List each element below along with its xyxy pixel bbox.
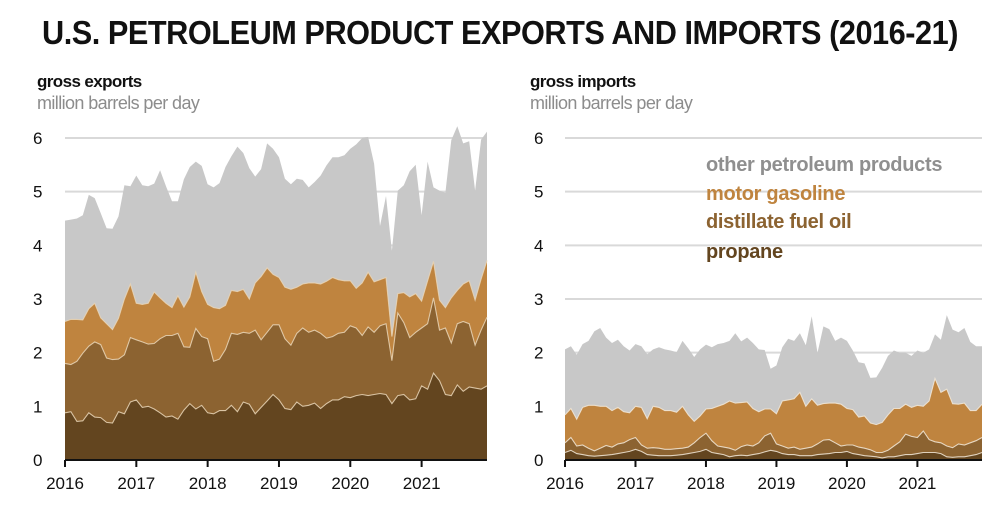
imports-y-tick-label: 0 — [534, 451, 543, 470]
exports-y-tick-label: 4 — [33, 236, 42, 255]
imports-line-gasoline — [564, 376, 983, 426]
imports-area-other — [565, 315, 982, 425]
exports-x-tick-label: 2021 — [403, 474, 441, 493]
imports-line-propane — [564, 448, 983, 459]
exports-line-gasoline — [64, 260, 488, 337]
exports-y-tick-label: 0 — [33, 451, 42, 470]
exports-y-tick-label: 1 — [33, 397, 42, 416]
imports-line-distillate — [564, 430, 983, 454]
imports-y-tick-label: 4 — [534, 236, 543, 255]
exports-areas — [64, 126, 488, 460]
exports-area-gasoline — [65, 260, 487, 365]
imports-x-tick-label: 2019 — [758, 474, 796, 493]
imports-x-tick-label: 2020 — [828, 474, 866, 493]
imports-x-tick-label: 2017 — [617, 474, 655, 493]
legend: other petroleum products motor gasoline … — [706, 154, 943, 263]
legend-motor-gasoline: motor gasoline — [706, 183, 845, 205]
imports-y-tick-label: 2 — [534, 344, 543, 363]
imports-areas — [564, 315, 983, 460]
imports-panel-title: gross imports — [530, 72, 636, 91]
exports-y-tick-label: 2 — [33, 344, 42, 363]
exports-y-tick-label: 6 — [33, 129, 42, 148]
exports-x-tick-label: 2019 — [260, 474, 298, 493]
imports-x-tick-label: 2018 — [687, 474, 725, 493]
imports-y-tick-label: 3 — [534, 290, 543, 309]
exports-y-tick-label: 5 — [33, 183, 42, 202]
imports-area-distillate — [565, 431, 982, 458]
imports-x-tick-label: 2016 — [546, 474, 584, 493]
exports-area-distillate — [65, 297, 487, 423]
exports-x-tick-label: 2020 — [331, 474, 369, 493]
imports-x-tick-label: 2021 — [898, 474, 936, 493]
imports-y-tick-label: 1 — [534, 397, 543, 416]
exports-x-tick-label: 2018 — [189, 474, 227, 493]
imports-gridlines: 0 1 2 3 4 5 6 — [534, 129, 982, 470]
legend-propane: propane — [706, 241, 783, 263]
exports-x-axis: 2016 2017 2018 2019 2020 2021 — [46, 459, 487, 493]
imports-x-axis: 2016 2017 2018 2019 2020 2021 — [546, 459, 982, 493]
imports-y-tick-label: 6 — [534, 129, 543, 148]
exports-line-distillate — [64, 297, 488, 366]
exports-panel-title: gross exports — [37, 72, 142, 91]
exports-x-tick-label: 2016 — [46, 474, 84, 493]
imports-y-tick-label: 5 — [534, 183, 543, 202]
exports-area-other — [65, 126, 487, 337]
legend-distillate-fuel-oil: distillate fuel oil — [706, 211, 851, 233]
exports-area-propane — [65, 373, 487, 460]
imports-area-gasoline — [565, 378, 982, 453]
exports-y-tick-label: 3 — [33, 290, 42, 309]
legend-other-petroleum-products: other petroleum products — [706, 154, 942, 176]
imports-panel-unit: million barrels per day — [530, 93, 693, 113]
exports-panel-unit: million barrels per day — [37, 93, 200, 113]
exports-line-propane — [64, 371, 488, 424]
chart-title: U.S. PETROLEUM PRODUCT EXPORTS AND IMPOR… — [42, 14, 958, 51]
exports-x-tick-label: 2017 — [117, 474, 155, 493]
